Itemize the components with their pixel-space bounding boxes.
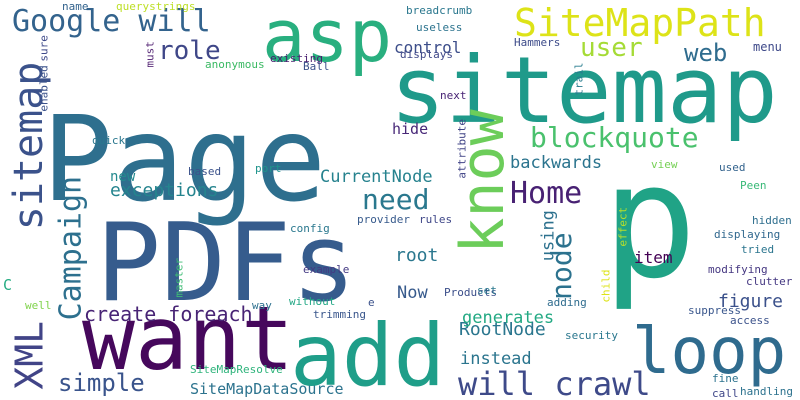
word-sitemap: sitemap <box>390 37 778 145</box>
word-hammers: Hammers <box>514 36 561 50</box>
word-quick: quick <box>92 134 126 148</box>
word-used: used <box>719 161 746 175</box>
word-child: child <box>599 269 613 303</box>
word-must: must <box>143 41 157 68</box>
word-enabled: enabled <box>37 65 51 112</box>
word-p: p <box>602 129 698 314</box>
word-well: well <box>25 299 52 313</box>
word-menu: menu <box>753 39 782 54</box>
word-create-foreach: create foreach <box>84 302 253 327</box>
word-new: new <box>110 169 136 186</box>
word-modifying: modifying <box>708 263 768 277</box>
word-rootnode: RootNode <box>459 318 546 340</box>
word-handling: handling <box>740 385 793 399</box>
word-without: without <box>289 295 336 309</box>
word-want: want <box>82 287 294 391</box>
word-based: based <box>188 165 222 179</box>
word-blockquote: blockquote <box>530 121 699 155</box>
word-useless: useless <box>416 21 463 35</box>
word-provider: provider <box>357 213 410 227</box>
word-suppress: suppress <box>688 304 741 318</box>
word-tried: tried <box>741 243 775 257</box>
word-need: need <box>362 183 430 217</box>
word-fine: fine <box>712 372 739 386</box>
word-backwards: backwards <box>510 152 603 173</box>
word-port: port <box>255 162 282 176</box>
word-xml: XML <box>7 321 52 390</box>
word-call: call <box>712 387 739 400</box>
word-way: way <box>252 299 272 313</box>
word-breadcrumb: breadcrumb <box>406 4 473 18</box>
word-web: web <box>684 39 728 68</box>
word-displaying: displaying <box>714 228 781 242</box>
word-item: item <box>634 247 673 267</box>
word-existing: existing <box>270 52 323 66</box>
word-config: config <box>290 222 330 236</box>
word-exceptions: exceptions <box>110 179 219 201</box>
word-sitemappath: SiteMapPath <box>514 1 766 46</box>
word-page: Page <box>42 89 327 228</box>
word-home: Home <box>510 175 583 211</box>
word-sure: sure <box>37 35 51 62</box>
word-example: example <box>303 263 350 277</box>
word-simple: simple <box>58 369 145 398</box>
word-displays: displays <box>400 48 453 62</box>
word-adding: adding <box>547 296 587 310</box>
word-google-will: Google will <box>12 3 211 39</box>
word-sitemapdatasource: SiteMapDataSource <box>190 380 344 399</box>
word-ball: Ball <box>303 60 330 74</box>
word-role: role <box>158 35 221 66</box>
word-master: master <box>172 258 186 298</box>
word-loop: loop <box>632 315 787 390</box>
word-control: control <box>394 37 462 57</box>
word-c: C <box>3 276 13 295</box>
word-name: name <box>62 0 89 14</box>
word-rules: rules <box>419 213 453 227</box>
word-figure: figure <box>718 290 784 312</box>
word-peen: Peen <box>740 179 767 193</box>
word-will-crawl: will crawl <box>458 365 651 400</box>
word-products: Products <box>444 286 497 300</box>
word-now: Now <box>397 282 428 303</box>
word-campaign: Campaign <box>53 175 89 320</box>
word-hidden: hidden <box>752 214 792 228</box>
word-pdfs: PDFs <box>96 200 357 326</box>
word-access: access <box>730 314 770 328</box>
word-effect: effect <box>616 207 630 247</box>
word-querystrings: querystrings <box>116 0 196 14</box>
word-security: security <box>565 329 618 343</box>
word-set: set <box>477 284 497 298</box>
word-instead: instead <box>460 348 532 369</box>
word-trail: trail <box>572 62 586 96</box>
word-attribute: attribute <box>455 119 469 179</box>
word-generates: generates <box>462 307 555 328</box>
word-sitemapresolve: SiteMapResolve <box>190 363 283 377</box>
word-anonymous: anonymous <box>205 58 265 72</box>
word-currentnode: CurrentNode <box>320 166 433 187</box>
word-add: add <box>290 305 446 400</box>
word-view: view <box>651 158 678 172</box>
word-e: e <box>368 296 375 310</box>
word-user: user <box>580 32 643 63</box>
word-hide: hide <box>392 120 429 139</box>
word-using: using <box>538 209 559 261</box>
word-trimming: trimming <box>313 308 366 322</box>
word-asp: asp <box>262 0 393 78</box>
word-clutter: clutter <box>746 275 793 289</box>
word-root: root <box>395 244 439 266</box>
word-next: next <box>440 89 467 103</box>
